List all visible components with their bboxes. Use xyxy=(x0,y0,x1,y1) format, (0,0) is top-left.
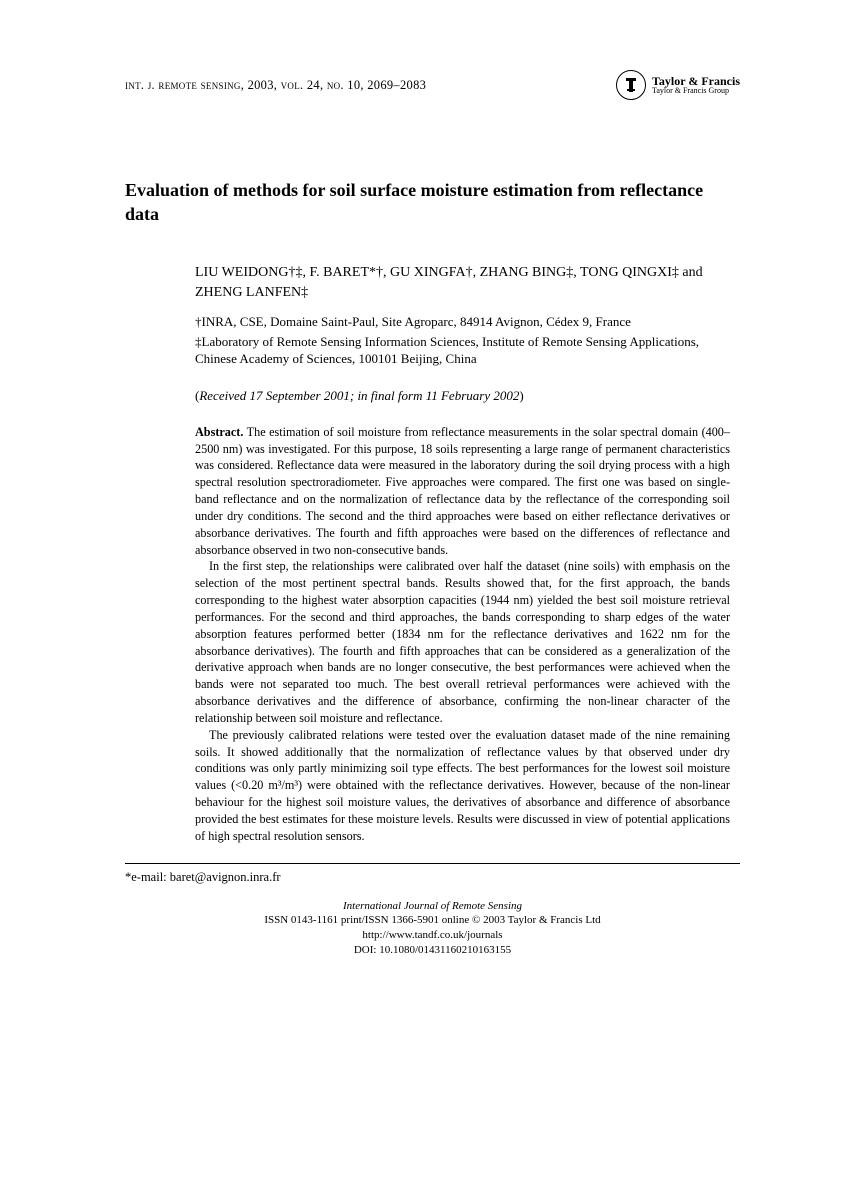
article-title: Evaluation of methods for soil surface m… xyxy=(125,178,740,227)
footer-doi: DOI: 10.1080/01431160210163155 xyxy=(125,943,740,958)
page-header: int. j. remote sensing, 2003, vol. 24, n… xyxy=(125,70,740,100)
publisher-group: Taylor & Francis Group xyxy=(652,87,740,95)
footer-journal-name: International Journal of Remote Sensing xyxy=(125,899,740,914)
corresponding-email: *e-mail: baret@avignon.inra.fr xyxy=(125,870,740,885)
received-dates: (Received 17 September 2001; in final fo… xyxy=(195,388,730,404)
journal-citation: int. j. remote sensing, 2003, vol. 24, n… xyxy=(125,78,426,93)
affiliation-1: †INRA, CSE, Domaine Saint-Paul, Site Agr… xyxy=(195,313,730,331)
publisher-logo-icon xyxy=(616,70,646,100)
footer-issn: ISSN 0143-1161 print/ISSN 1366-5901 onli… xyxy=(125,913,740,928)
abstract-p3: The previously calibrated relations were… xyxy=(195,727,730,845)
footer-url: http://www.tandf.co.uk/journals xyxy=(125,928,740,943)
page-footer: International Journal of Remote Sensing … xyxy=(125,899,740,958)
abstract: Abstract. The estimation of soil moistur… xyxy=(195,424,730,845)
authors-block: LIU WEIDONG†‡, F. BARET*†, GU XINGFA†, Z… xyxy=(195,263,730,845)
publisher-logo: Taylor & Francis Taylor & Francis Group xyxy=(616,70,740,100)
abstract-p1: The estimation of soil moisture from ref… xyxy=(195,425,730,557)
author-names: LIU WEIDONG†‡, F. BARET*†, GU XINGFA†, Z… xyxy=(195,263,730,304)
affiliation-2: ‡Laboratory of Remote Sensing Informatio… xyxy=(195,333,730,368)
footnote-rule xyxy=(125,863,740,864)
abstract-p2: In the first step, the relationships wer… xyxy=(195,558,730,726)
abstract-label: Abstract. xyxy=(195,425,243,439)
